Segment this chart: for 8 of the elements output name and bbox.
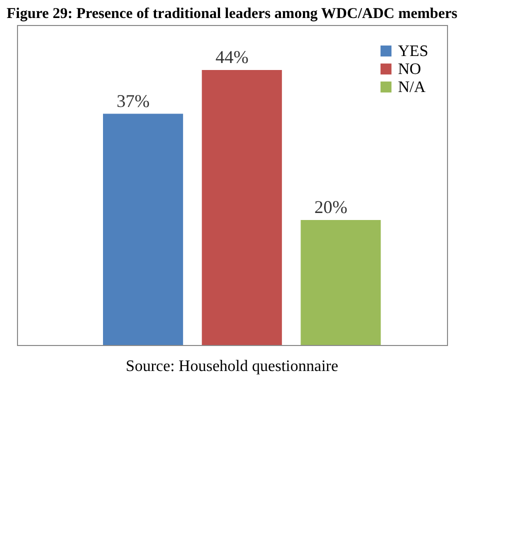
legend-label: N/A [398, 79, 426, 96]
data-label: 37% [116, 90, 150, 111]
data-label: 44% [216, 47, 248, 67]
data-label: 20% [314, 197, 348, 217]
source-note: Source: Household questionnaire [126, 358, 338, 375]
chart-title: Figure 29: Presence of traditional leaders among WDC/ADC members [6, 6, 458, 22]
legend-label: NO [398, 61, 422, 78]
legend-label: YES [398, 43, 428, 60]
